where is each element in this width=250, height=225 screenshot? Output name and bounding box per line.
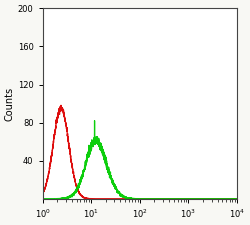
Y-axis label: Counts: Counts bbox=[5, 86, 15, 121]
